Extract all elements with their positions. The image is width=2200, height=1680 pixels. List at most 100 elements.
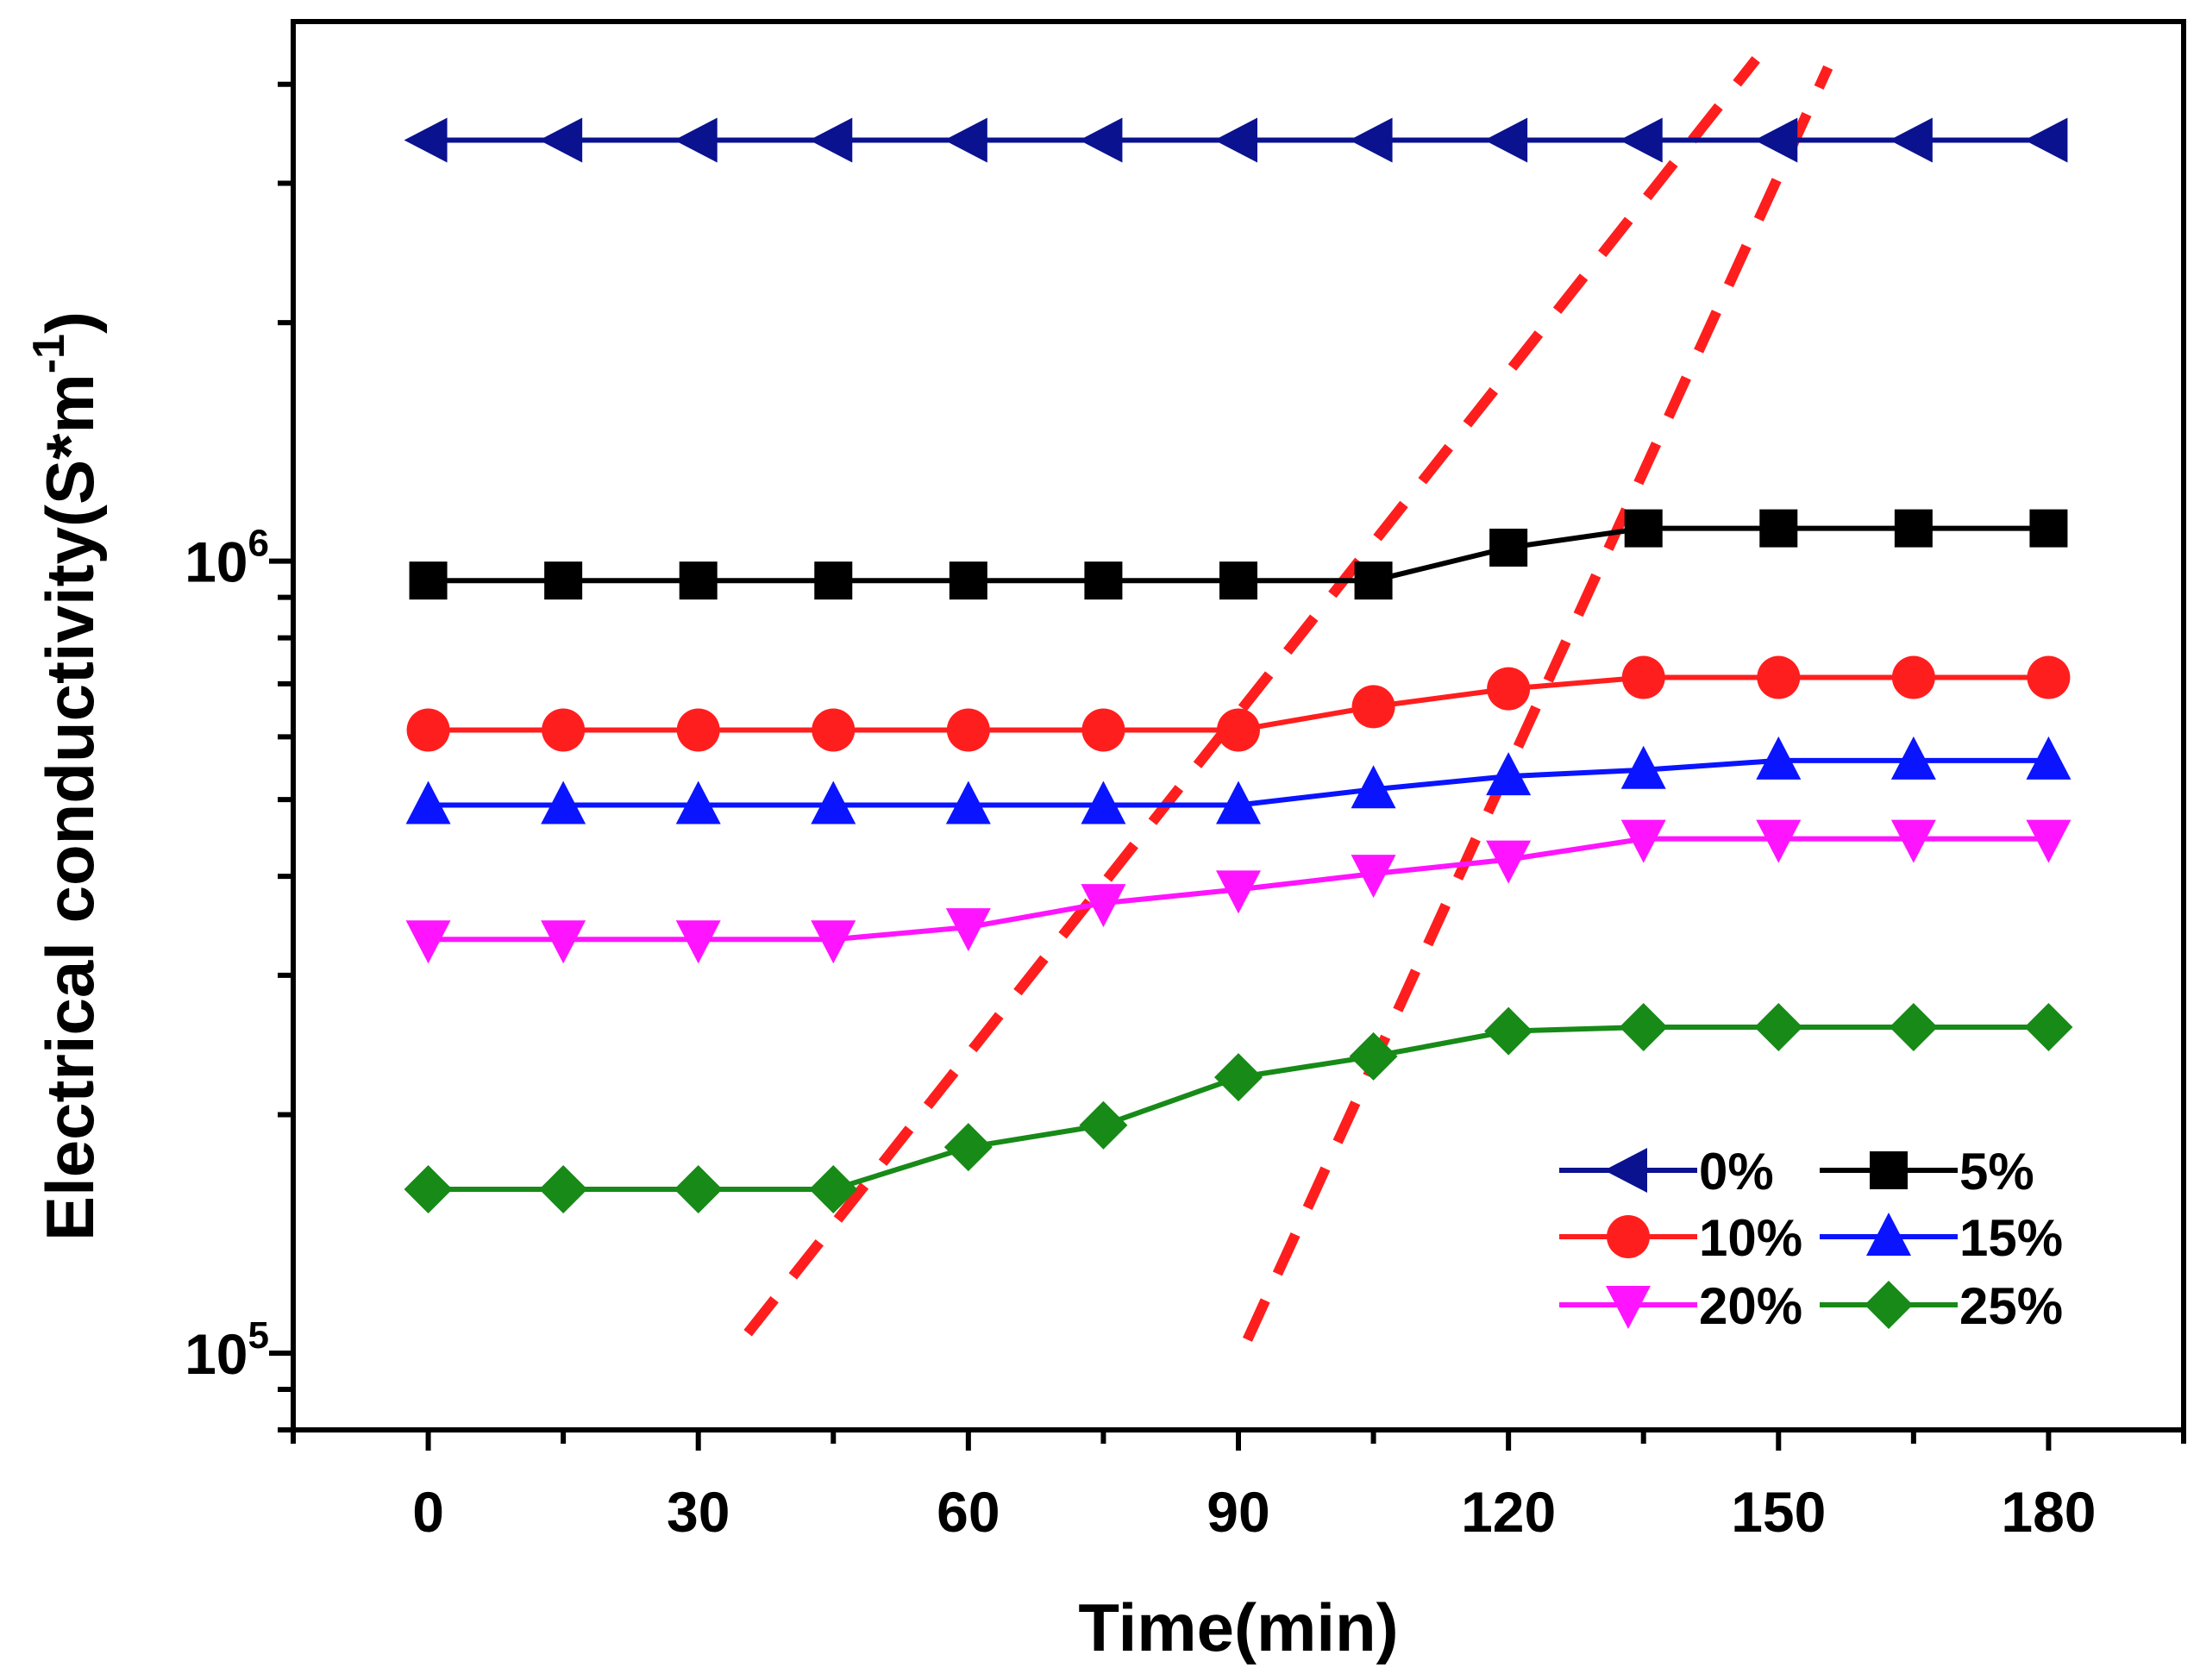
- data-point: [2026, 736, 2072, 780]
- y-tick-base: 10: [185, 530, 248, 594]
- data-point: [2024, 117, 2068, 163]
- legend-item: 10%: [1559, 1209, 1802, 1267]
- data-point: [675, 780, 721, 824]
- data-point: [1079, 117, 1123, 163]
- data-point: [2029, 509, 2068, 548]
- legend-item: 0%: [1559, 1143, 1774, 1200]
- data-point: [405, 920, 451, 964]
- data-point: [1351, 765, 1396, 809]
- data-point: [1351, 685, 1395, 729]
- legend-label: 0%: [1699, 1143, 1774, 1200]
- data-point: [1219, 561, 1257, 600]
- y-tick-base: 10: [185, 1322, 248, 1386]
- series-line: [428, 1024, 2049, 1193]
- y-tick-label: 105: [185, 1314, 269, 1386]
- y-tick-exponent: 5: [248, 1314, 269, 1357]
- data-point: [943, 1123, 993, 1172]
- data-point: [1351, 855, 1396, 899]
- data-point: [1754, 1002, 1803, 1051]
- data-point: [1619, 1002, 1668, 1051]
- dashed-trend-line: [1242, 65, 1833, 1342]
- data-point: [1486, 752, 1532, 796]
- data-point: [674, 117, 718, 163]
- series-0pct: [404, 117, 2068, 163]
- legend-item: 5%: [1820, 1143, 2034, 1200]
- data-point: [811, 920, 856, 964]
- x-tick-label: 180: [2001, 1480, 2096, 1544]
- legend-item: 15%: [1820, 1209, 2063, 1267]
- data-point: [814, 561, 853, 600]
- data-point: [1214, 1053, 1263, 1102]
- data-point: [2027, 655, 2071, 699]
- data-point: [1216, 870, 1261, 914]
- legend-label: 25%: [1959, 1277, 2063, 1335]
- data-point: [2026, 819, 2072, 863]
- data-point: [541, 780, 586, 824]
- series-25pct: [404, 1002, 2073, 1214]
- data-point: [809, 1165, 858, 1214]
- data-point: [1484, 117, 1528, 163]
- data-point: [1620, 819, 1666, 863]
- legend-label: 10%: [1699, 1209, 1802, 1267]
- legend-item: 25%: [1820, 1277, 2063, 1335]
- data-point: [949, 561, 987, 600]
- data-point: [409, 561, 448, 600]
- legend-marker: [1604, 1148, 1647, 1193]
- data-point: [946, 708, 990, 752]
- data-point: [542, 708, 586, 752]
- data-point: [2024, 1002, 2073, 1051]
- data-point: [544, 561, 583, 600]
- series-15pct: [405, 736, 2072, 824]
- data-point: [943, 117, 987, 163]
- data-point: [1084, 561, 1123, 600]
- legend: 0% 5% 10% 15% 20% 25%: [1559, 1143, 2063, 1335]
- data-point: [1759, 509, 1798, 548]
- y-tick-label: 106: [185, 523, 269, 594]
- data-point: [404, 117, 448, 163]
- data-point: [1486, 840, 1532, 884]
- data-point: [1624, 509, 1663, 548]
- y-axis-title-close: ): [32, 311, 108, 334]
- legend-marker: [1870, 1151, 1908, 1189]
- data-point: [1081, 884, 1126, 928]
- x-tick-label: 0: [412, 1480, 444, 1544]
- data-point: [1489, 528, 1528, 567]
- data-point: [1889, 1002, 1938, 1051]
- data-point: [1621, 655, 1665, 699]
- legend-label: 15%: [1959, 1209, 2063, 1267]
- data-point: [541, 920, 586, 964]
- data-point: [1619, 117, 1663, 163]
- data-point: [679, 561, 718, 600]
- data-point: [539, 1165, 588, 1214]
- data-point: [1890, 736, 1936, 780]
- series-layer: [404, 117, 2073, 1214]
- y-axis-title-main: Electrical conductivity(S*m: [32, 373, 108, 1241]
- legend-marker: [1606, 1286, 1651, 1329]
- data-point: [1484, 1006, 1533, 1056]
- series-5pct: [409, 509, 2068, 600]
- data-point: [945, 908, 991, 952]
- x-tick-label: 120: [1461, 1480, 1556, 1544]
- data-point: [1081, 780, 1126, 824]
- data-point: [1756, 819, 1802, 863]
- x-tick-label: 30: [667, 1480, 730, 1544]
- data-point: [1349, 117, 1393, 163]
- data-point: [809, 117, 853, 163]
- data-point: [405, 780, 451, 824]
- data-point: [404, 1165, 453, 1214]
- x-tick-label: 90: [1207, 1480, 1269, 1544]
- y-axis-title-exponent: -1: [24, 334, 74, 373]
- data-point: [1079, 1100, 1128, 1150]
- data-point: [1757, 655, 1801, 699]
- data-point: [1890, 819, 1936, 863]
- legend-label: 20%: [1699, 1277, 1802, 1335]
- data-point: [1891, 655, 1935, 699]
- x-tick-label: 60: [937, 1480, 1000, 1544]
- legend-marker: [1866, 1213, 1911, 1256]
- legend-marker: [1865, 1281, 1913, 1329]
- legend-marker: [1607, 1215, 1650, 1258]
- data-point: [676, 708, 720, 752]
- y-axis-title: Electrical conductivity(S*m-1): [24, 311, 108, 1241]
